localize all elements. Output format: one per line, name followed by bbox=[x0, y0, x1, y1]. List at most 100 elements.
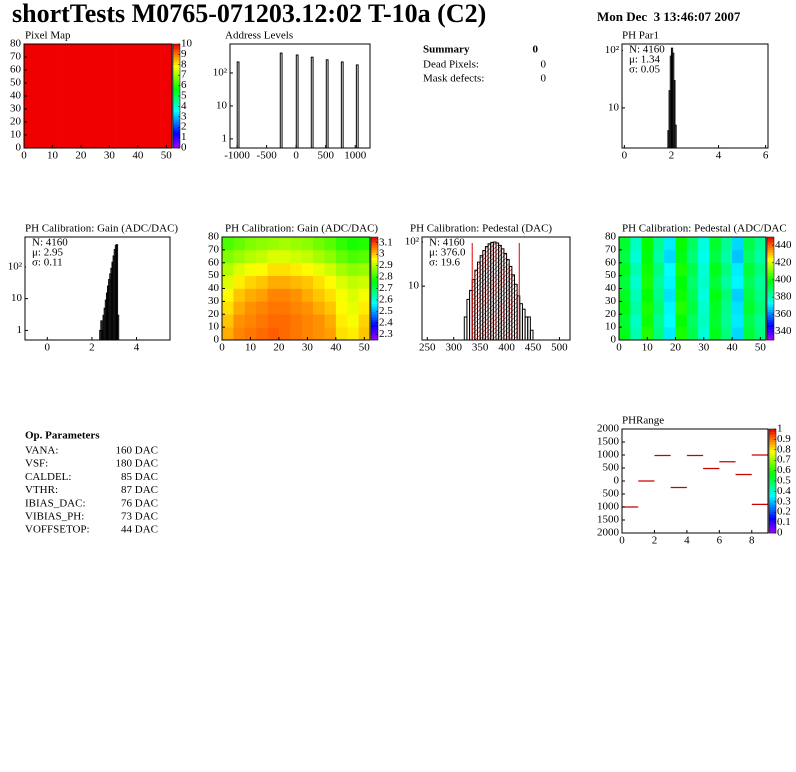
heatmap-cell bbox=[222, 249, 234, 264]
heatmap-cell bbox=[149, 70, 161, 84]
heatmap-cell bbox=[149, 96, 161, 110]
heatmap-cell bbox=[301, 327, 314, 341]
heatmap-cell bbox=[313, 262, 325, 276]
heatmap-cell bbox=[630, 301, 642, 315]
colorbar-step bbox=[767, 311, 774, 315]
colorbar-step bbox=[173, 51, 180, 55]
heatmap-cell bbox=[675, 249, 688, 264]
colorbar-step bbox=[767, 316, 774, 320]
colorbar-step bbox=[769, 525, 776, 529]
heatmap-cell bbox=[149, 44, 161, 58]
heatmap-cell bbox=[720, 314, 733, 328]
heatmap-cell bbox=[69, 96, 82, 110]
colorbar-step bbox=[371, 329, 378, 333]
y-tick-label: 30 bbox=[10, 103, 22, 115]
colorbar-label: 0.1 bbox=[777, 516, 791, 528]
heatmap-cell bbox=[686, 275, 699, 289]
colorbar-step bbox=[371, 255, 378, 258]
colorbar-label: 360 bbox=[775, 308, 792, 320]
heatmap-cell bbox=[290, 314, 302, 328]
heatmap-cell bbox=[358, 262, 371, 276]
heatmap-cell bbox=[675, 327, 688, 341]
chart-title: Address Levels bbox=[225, 30, 293, 42]
colorbar-step bbox=[767, 298, 774, 302]
colorbar-step bbox=[769, 509, 776, 513]
colorbar-step bbox=[173, 116, 180, 120]
heatmap-cell bbox=[24, 70, 36, 84]
colorbar-step bbox=[769, 488, 776, 492]
colorbar-step bbox=[173, 137, 180, 141]
colorbar-label: 0.5 bbox=[777, 475, 791, 487]
colorbar-step bbox=[173, 72, 180, 76]
colorbar-step bbox=[173, 49, 180, 53]
heatmap-cell bbox=[743, 249, 755, 264]
x-tick-label: 10 bbox=[245, 342, 257, 354]
heatmap-cell bbox=[754, 327, 767, 341]
colorbar-step bbox=[173, 129, 180, 133]
y-tick-label: 10 bbox=[408, 280, 420, 292]
stats-text: μ: 2.95 bbox=[32, 247, 63, 259]
colorbar-step bbox=[767, 334, 774, 338]
heatmap-cell bbox=[137, 70, 150, 84]
colorbar-label: 7 bbox=[181, 69, 187, 81]
y-tick-label: 60 bbox=[10, 64, 22, 76]
heatmap-cell bbox=[709, 327, 722, 341]
colorbar-label: 0.3 bbox=[777, 495, 791, 507]
heatmap-cell bbox=[103, 122, 116, 136]
heatmap-cell bbox=[686, 249, 699, 264]
colorbar-step bbox=[173, 54, 180, 58]
chart-title: Pixel Map bbox=[25, 30, 71, 42]
y-tick-label: 50 bbox=[605, 269, 617, 281]
param-value: 85 DAC bbox=[121, 471, 158, 483]
chart-title: PH Calibration: Pedestal (ADC/DAC bbox=[622, 223, 787, 235]
colorbar-step bbox=[767, 239, 774, 243]
colorbar-step bbox=[767, 285, 774, 289]
heatmap-cell bbox=[675, 314, 688, 328]
heatmap-cell bbox=[137, 96, 150, 110]
heatmap-cell bbox=[115, 70, 127, 84]
heatmap-cell bbox=[267, 301, 280, 315]
heatmap-cell bbox=[619, 327, 631, 341]
colorbar-step bbox=[769, 436, 776, 440]
heatmap-cell bbox=[720, 249, 733, 264]
heatmap-cell bbox=[92, 70, 104, 84]
heatmap-cell bbox=[80, 44, 93, 58]
x-tick-label: 450 bbox=[525, 342, 542, 354]
heatmap-cell bbox=[46, 57, 59, 71]
heatmap-cell bbox=[58, 57, 70, 71]
y-tick-label: 40 bbox=[605, 282, 617, 294]
colorbar-step bbox=[767, 309, 774, 312]
colorbar-step bbox=[173, 124, 180, 128]
heatmap-cell bbox=[35, 109, 48, 123]
heatmap-cell bbox=[743, 327, 755, 341]
heatmap-cell bbox=[24, 44, 36, 58]
heatmap-cell bbox=[675, 237, 688, 251]
heatmap-cell bbox=[335, 301, 348, 315]
heatmap-cell bbox=[313, 327, 325, 341]
heatmap-cell bbox=[324, 262, 337, 276]
heatmap-cell bbox=[641, 262, 654, 276]
heatmap-cell bbox=[256, 237, 268, 251]
colorbar-step bbox=[769, 522, 776, 526]
heatmap-cell bbox=[137, 109, 150, 123]
x-tick-label: 0 bbox=[622, 150, 628, 162]
colorbar-step bbox=[767, 237, 774, 240]
heatmap-cell bbox=[290, 249, 302, 264]
colorbar-label: 9 bbox=[181, 48, 187, 60]
heatmap-cell bbox=[698, 237, 710, 251]
colorbar-step bbox=[371, 314, 378, 318]
x-tick-label: 8 bbox=[749, 535, 755, 547]
colorbar-frame bbox=[766, 236, 775, 341]
colorbar-step bbox=[173, 59, 180, 63]
y-tick-label: 40 bbox=[208, 282, 220, 294]
colorbar-step bbox=[769, 457, 776, 461]
colorbar-step bbox=[173, 46, 180, 50]
heatmap-cell bbox=[244, 327, 257, 341]
colorbar-step bbox=[371, 273, 378, 276]
heatmap-cell bbox=[103, 135, 116, 149]
colorbar-step bbox=[173, 127, 180, 131]
heatmap-cell bbox=[80, 122, 93, 136]
heatmap-cell bbox=[686, 327, 699, 341]
colorbar-step bbox=[371, 270, 378, 274]
